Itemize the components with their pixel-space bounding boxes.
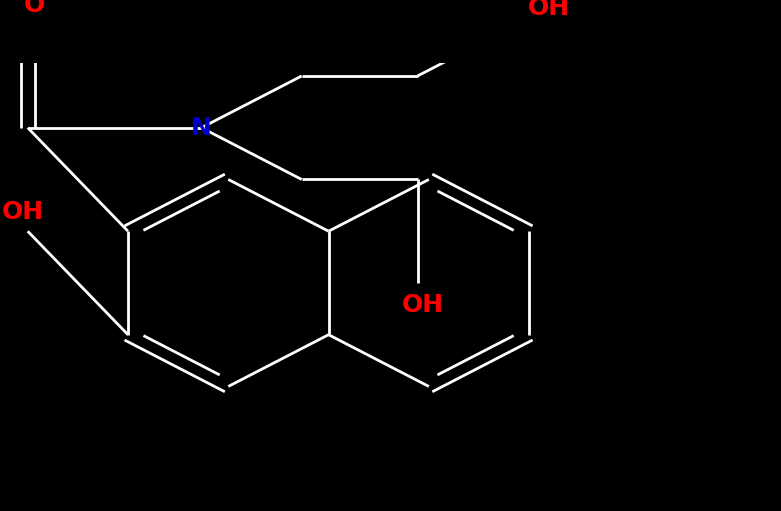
Text: N: N [191,115,212,140]
Text: OH: OH [401,293,444,317]
Text: OH: OH [528,0,570,20]
Text: OH: OH [2,200,44,224]
Text: O: O [24,0,45,17]
